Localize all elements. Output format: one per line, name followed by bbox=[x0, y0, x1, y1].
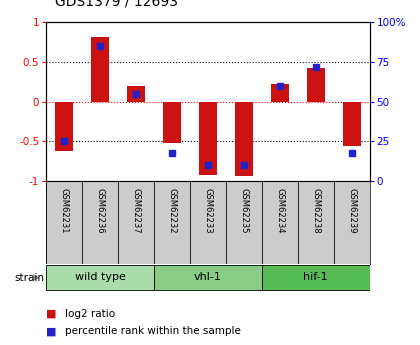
Text: log2 ratio: log2 ratio bbox=[65, 309, 115, 319]
Text: vhl-1: vhl-1 bbox=[194, 272, 222, 282]
Bar bbox=[154, 265, 262, 290]
Text: percentile rank within the sample: percentile rank within the sample bbox=[65, 326, 241, 336]
Text: GSM62234: GSM62234 bbox=[275, 188, 284, 233]
Text: ■: ■ bbox=[46, 309, 57, 319]
Bar bbox=[190, 181, 226, 264]
Bar bbox=[127, 86, 145, 102]
Text: strain: strain bbox=[14, 273, 44, 283]
Text: GSM62236: GSM62236 bbox=[96, 188, 105, 233]
Bar bbox=[199, 102, 217, 175]
Text: ■: ■ bbox=[46, 326, 57, 336]
Text: GSM62237: GSM62237 bbox=[131, 188, 141, 233]
Bar bbox=[118, 181, 154, 264]
Bar bbox=[82, 181, 118, 264]
Bar bbox=[46, 265, 154, 290]
Bar bbox=[307, 68, 325, 102]
Bar bbox=[91, 37, 109, 102]
Text: GSM62238: GSM62238 bbox=[311, 188, 320, 233]
Text: wild type: wild type bbox=[75, 272, 126, 282]
Text: GSM62232: GSM62232 bbox=[168, 188, 176, 233]
Text: hif-1: hif-1 bbox=[303, 272, 328, 282]
Bar bbox=[298, 181, 333, 264]
Bar bbox=[163, 102, 181, 143]
Bar bbox=[154, 181, 190, 264]
Bar bbox=[271, 84, 289, 102]
Bar bbox=[333, 181, 370, 264]
Bar bbox=[235, 102, 253, 176]
Text: GSM62239: GSM62239 bbox=[347, 188, 356, 233]
Bar bbox=[262, 181, 298, 264]
Bar bbox=[262, 265, 370, 290]
Bar bbox=[46, 181, 82, 264]
Text: GSM62235: GSM62235 bbox=[239, 188, 248, 233]
Text: GDS1379 / 12693: GDS1379 / 12693 bbox=[55, 0, 178, 9]
Text: GSM62233: GSM62233 bbox=[203, 188, 213, 233]
Bar bbox=[343, 102, 361, 146]
Bar bbox=[55, 102, 73, 151]
Bar bbox=[226, 181, 262, 264]
Text: GSM62231: GSM62231 bbox=[60, 188, 68, 233]
